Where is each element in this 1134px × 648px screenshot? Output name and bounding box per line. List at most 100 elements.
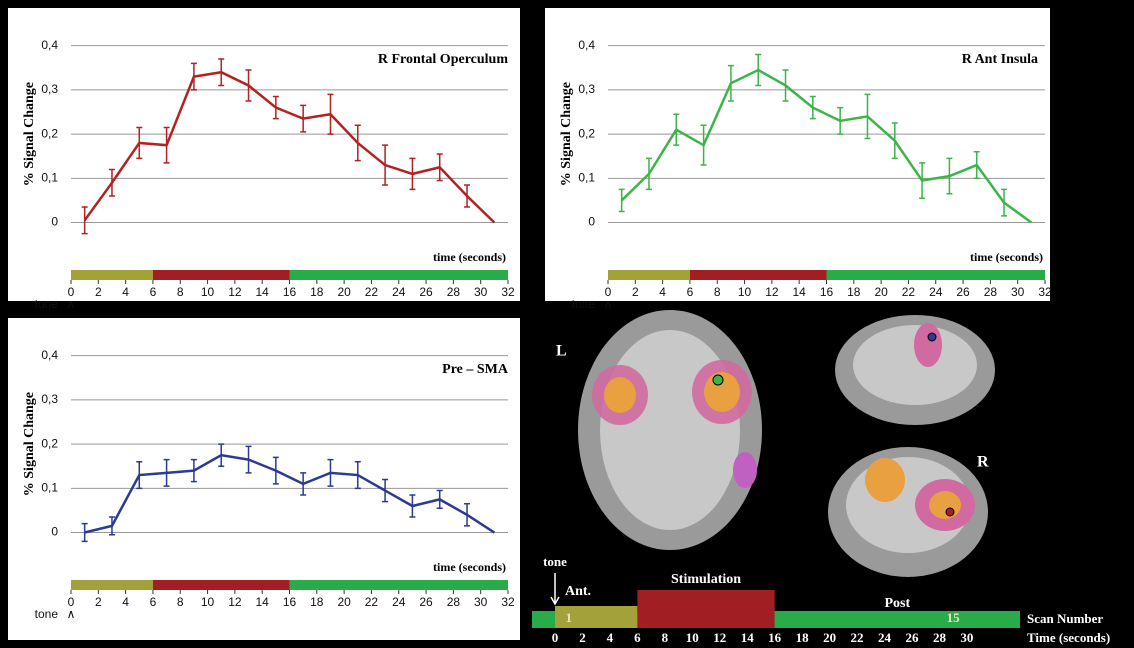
x-tick-label: 4: [122, 285, 129, 299]
y-tick-label: 0,1: [578, 170, 595, 184]
activation: [914, 323, 942, 367]
phase-bar: [827, 270, 1046, 280]
activation: [929, 491, 961, 519]
x-tick-label: 12: [228, 595, 242, 609]
phase-bar: [71, 270, 153, 280]
chart-title: Pre – SMA: [442, 362, 509, 377]
x-tick-label: 20: [337, 285, 351, 299]
y-tick-label: 0,4: [41, 38, 58, 52]
activation: [733, 452, 757, 488]
x-tick-label: 6: [687, 285, 694, 299]
phase-label: Stimulation: [671, 572, 741, 587]
time-tick-label: 2: [579, 630, 586, 645]
x-tick-label: 12: [765, 285, 779, 299]
x-tick-label: 2: [95, 595, 102, 609]
chart-title: R Frontal Operculum: [378, 52, 508, 67]
x-tick-label: 32: [1038, 285, 1052, 299]
y-axis-label: % Signal Change: [22, 392, 37, 496]
time-tick-label: 0: [552, 630, 559, 645]
x-tick-label: 28: [447, 595, 461, 609]
x-tick-label: 6: [150, 285, 157, 299]
x-tick-label: 18: [310, 285, 324, 299]
x-tick-label: 26: [419, 595, 433, 609]
x-tick-label: 14: [793, 285, 807, 299]
x-tick-label: 18: [847, 285, 861, 299]
x-tick-label: 24: [392, 595, 406, 609]
x-tick-label: 16: [283, 595, 297, 609]
x-tick-label: 24: [392, 285, 406, 299]
scan-label: 1: [565, 610, 572, 625]
x-tick-label: 22: [902, 285, 916, 299]
time-tick-label: 6: [634, 630, 641, 645]
x-axis-label: time (seconds): [433, 250, 506, 264]
activation: [604, 377, 636, 413]
y-tick-label: 0,3: [41, 392, 58, 406]
y-tick-label: 0,2: [578, 126, 595, 140]
x-tick-label: 16: [283, 285, 297, 299]
y-axis-label: % Signal Change: [559, 82, 574, 186]
tone-marker: ∧: [604, 297, 613, 311]
x-tick-label: 22: [365, 285, 379, 299]
brain-right-label: R: [977, 454, 989, 471]
phase-label: Post: [885, 596, 911, 611]
y-tick-label: 0,1: [41, 170, 58, 184]
roi-marker: [928, 333, 936, 341]
x-tick-label: 6: [150, 595, 157, 609]
scan-label: 15: [947, 610, 961, 625]
time-tick-label: 4: [607, 630, 614, 645]
y-tick-label: 0: [51, 525, 58, 539]
x-tick-label: 12: [228, 285, 242, 299]
x-tick-label: 24: [929, 285, 943, 299]
x-tick-label: 2: [632, 285, 639, 299]
phase-bar: [690, 270, 827, 280]
tone-label: tone: [543, 554, 567, 569]
x-tick-label: 8: [177, 595, 184, 609]
x-tick-label: 20: [337, 595, 351, 609]
time-tick-label: 16: [768, 630, 782, 645]
time-tick-label: 18: [796, 630, 810, 645]
time-tick-label: 10: [686, 630, 699, 645]
time-tick-label: 26: [905, 630, 919, 645]
time-tick-label: 22: [851, 630, 864, 645]
x-tick-label: 4: [659, 285, 666, 299]
scan-number-label: Scan Number: [1027, 611, 1103, 626]
x-tick-label: 32: [501, 595, 515, 609]
y-axis-label: % Signal Change: [22, 82, 37, 186]
y-tick-label: 0,4: [41, 348, 58, 362]
x-tick-label: 4: [122, 595, 129, 609]
time-label: Time (seconds): [1027, 630, 1110, 645]
tone-label: tone: [35, 607, 59, 621]
tone-marker: ∧: [67, 297, 76, 311]
x-tick-label: 14: [256, 285, 270, 299]
x-tick-label: 8: [177, 285, 184, 299]
x-tick-label: 8: [714, 285, 721, 299]
y-tick-label: 0: [51, 215, 58, 229]
activation: [865, 458, 905, 502]
x-tick-label: 28: [984, 285, 998, 299]
brain-axial-inner: [600, 330, 740, 530]
time-tick-label: 8: [662, 630, 669, 645]
y-tick-label: 0: [588, 215, 595, 229]
x-tick-label: 18: [310, 595, 324, 609]
timeline-phase: [775, 611, 1020, 628]
y-tick-label: 0,3: [41, 82, 58, 96]
x-tick-label: 30: [474, 285, 488, 299]
phase-bar: [290, 270, 509, 280]
x-tick-label: 30: [474, 595, 488, 609]
y-tick-label: 0,4: [578, 38, 595, 52]
x-tick-label: 20: [874, 285, 888, 299]
phase-bar: [71, 580, 153, 590]
x-axis-label: time (seconds): [970, 250, 1043, 264]
x-tick-label: 2: [95, 285, 102, 299]
x-tick-label: 22: [365, 595, 379, 609]
x-tick-label: 26: [419, 285, 433, 299]
time-tick-label: 24: [878, 630, 892, 645]
phase-bar: [153, 580, 290, 590]
phase-bar: [153, 270, 290, 280]
time-tick-label: 14: [741, 630, 755, 645]
phase-label: Ant.: [565, 584, 591, 599]
x-tick-label: 28: [447, 285, 461, 299]
y-tick-label: 0,1: [41, 480, 58, 494]
x-tick-label: 32: [501, 285, 515, 299]
y-tick-label: 0,2: [41, 126, 58, 140]
